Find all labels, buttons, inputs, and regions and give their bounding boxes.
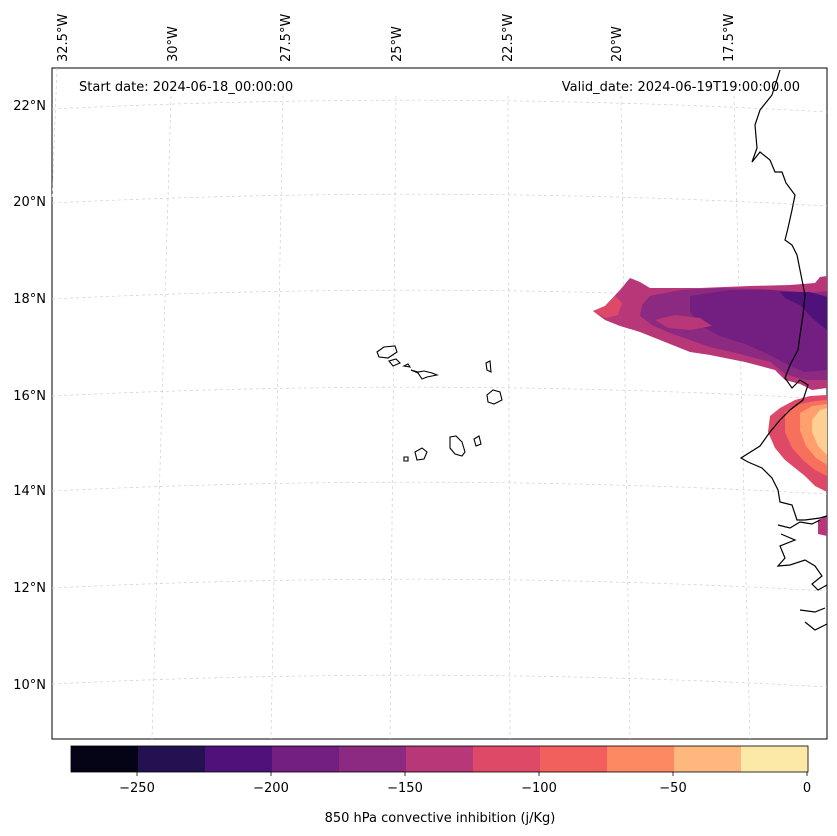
lon-label: 30°W	[166, 26, 181, 62]
cin-field-north	[593, 276, 827, 390]
meridian-17-5w	[733, 95, 751, 740]
cin-region-north-core	[780, 292, 827, 330]
lon-label: 27.5°W	[279, 14, 294, 62]
cin-region-north-red-west	[593, 296, 622, 318]
island-fogo	[414, 447, 428, 461]
colorbar-label: 850 hPa convective inhibition (j/Kg)	[325, 811, 556, 826]
longitude-labels: 32.5°W 30°W 27.5°W 25°W 22.5°W 20°W 17.5…	[56, 14, 737, 62]
parallel-14n	[51, 481, 828, 495]
colorbar-segment	[540, 746, 608, 772]
lon-label: 22.5°W	[501, 14, 516, 62]
valid-date-label: Valid_date: 2024-06-19T19:00:00.00	[562, 80, 800, 95]
colorbar-segments	[71, 746, 809, 772]
island-boa-vista	[486, 389, 503, 405]
lon-label: 32.5°W	[56, 14, 71, 62]
parallel-16n	[51, 386, 828, 400]
island-santiago	[449, 435, 466, 457]
colorbar-segment	[339, 746, 407, 772]
cin-region-north-pink-patch	[655, 315, 712, 330]
start-date-label: Start date: 2024-06-18_00:00:00	[79, 80, 293, 95]
latitude-labels: 22°N 20°N 18°N 16°N 14°N 12°N 10°N	[13, 99, 46, 693]
colorbar-segment	[406, 746, 474, 772]
africa-coastline	[739, 69, 828, 631]
meridian-30w	[151, 95, 172, 740]
colorbar-segment	[473, 746, 541, 772]
colorbar-frame	[70, 745, 809, 773]
lat-label: 14°N	[13, 484, 46, 499]
lat-label: 10°N	[13, 678, 46, 693]
island-santo-antao	[376, 345, 398, 359]
colorbar-segment	[741, 746, 809, 772]
lon-label: 17.5°W	[722, 14, 737, 62]
colorbar-tick-label: −50	[659, 781, 686, 796]
parallel-12n	[51, 578, 828, 592]
lat-label: 22°N	[13, 99, 46, 114]
colorbar-tick-label: −100	[521, 781, 557, 796]
parallel-20n	[51, 193, 828, 207]
lat-label: 20°N	[13, 195, 46, 210]
meridian-20w	[620, 95, 631, 740]
parallel-18n	[51, 289, 828, 303]
parallel-10n	[51, 674, 828, 688]
colorbar-ticks	[136, 772, 808, 776]
island-maio	[473, 435, 482, 447]
lat-label: 12°N	[13, 581, 46, 596]
meridian-25w	[389, 95, 397, 740]
cin-region-north-inner-purple	[690, 290, 827, 372]
lon-label: 20°W	[610, 26, 625, 62]
cin-field-south	[768, 395, 827, 536]
meridian-27-5w	[270, 95, 284, 740]
parallel-22n	[51, 99, 828, 113]
map-frame	[51, 67, 828, 740]
meridian-22-5w	[507, 95, 511, 740]
colorbar-tick-label: −200	[253, 781, 289, 796]
cin-region-south-peach	[812, 408, 827, 455]
colorbar-segment	[205, 746, 273, 772]
island-sal	[485, 360, 492, 373]
lon-label: 25°W	[390, 26, 405, 62]
gridlines	[51, 67, 828, 740]
colorbar-tick-label: −150	[387, 781, 423, 796]
colorbar-segment	[71, 746, 139, 772]
cape-verde-islands	[376, 345, 503, 462]
island-sao-nicolau	[410, 369, 439, 380]
cin-region-south-strip	[818, 516, 827, 536]
island-brava	[403, 456, 409, 462]
colorbar-segment	[674, 746, 742, 772]
island-santa-luzia	[402, 363, 412, 368]
colorbar-tick-label: −250	[119, 781, 155, 796]
lat-label: 16°N	[13, 389, 46, 404]
island-sao-vicente	[388, 358, 401, 367]
colorbar-segment	[607, 746, 675, 772]
lat-label: 18°N	[13, 292, 46, 307]
colorbar-segment	[272, 746, 340, 772]
colorbar-tick-label: 0	[803, 781, 811, 796]
colorbar-segment	[138, 746, 206, 772]
colorbar: −250 −200 −150 −100 −50 0 850 hPa convec…	[70, 745, 811, 826]
meridian-32-5w	[51, 67, 58, 201]
